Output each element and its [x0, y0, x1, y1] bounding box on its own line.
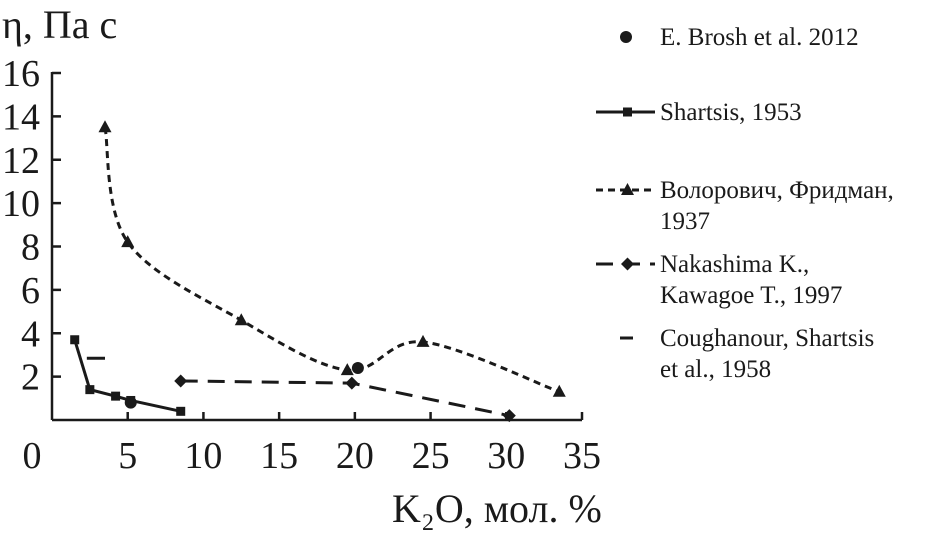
- legend: E. Brosh et al. 2012 Shartsis, 1953 Волоро…: [596, 24, 894, 383]
- y-tick-label: 2: [21, 357, 40, 399]
- series-4-point: [502, 409, 516, 423]
- series-layer: [70, 120, 566, 423]
- series-3-point: [98, 120, 112, 133]
- x-tick-label: 35: [563, 435, 601, 477]
- y-axis-title: η, Па с: [2, 2, 117, 47]
- x-tick-label: 0: [23, 435, 42, 477]
- series-3-point: [552, 384, 566, 397]
- y-tick-label: 14: [2, 96, 40, 138]
- series-2-point: [111, 391, 121, 401]
- x-axis-title: K₂O, мол. %: [392, 486, 602, 531]
- series-4-line: [180, 379, 510, 418]
- y-tick-label: 8: [21, 227, 40, 269]
- legend-item-1-marker: [620, 31, 632, 43]
- x-tick-label: 20: [336, 435, 374, 477]
- x-tick-label: 5: [118, 435, 137, 477]
- series-2-point: [70, 335, 80, 345]
- legend-item-4-marker: [621, 257, 634, 271]
- legend-item-4-label: Nakashima K.,: [660, 251, 809, 278]
- series-2-point: [85, 385, 95, 395]
- series-2-point: [176, 406, 186, 416]
- legend-item-1-label: E. Brosh et al. 2012: [660, 24, 859, 51]
- legend-item-3-label: 1937: [660, 208, 710, 235]
- legend-item-3-marker: [621, 183, 634, 195]
- y-tick-label: 6: [21, 270, 40, 312]
- series-3-point: [340, 363, 354, 376]
- series-3-point: [416, 334, 430, 347]
- y-tick-label: 16: [2, 53, 40, 95]
- legend-item-5-label: Coughanour, Shartsis: [660, 325, 874, 352]
- x-tick-label: 10: [184, 435, 222, 477]
- y-tick-label: 12: [2, 140, 40, 182]
- y-tick-label: 4: [21, 313, 40, 355]
- x-tick-label: 25: [412, 435, 450, 477]
- series-3-line: [103, 126, 560, 394]
- series-2-point: [126, 395, 136, 405]
- legend-item-3-label: Волорович, Фридман,: [660, 177, 894, 204]
- series-1-point: [351, 361, 364, 374]
- x-tick-label: 30: [487, 435, 525, 477]
- legend-item-5-label: et al., 1958: [660, 356, 771, 383]
- y-tick-label: 10: [2, 183, 40, 225]
- series-4-point: [345, 376, 359, 390]
- series-3-point: [234, 313, 248, 326]
- x-tick-label: 15: [260, 435, 298, 477]
- legend-item-2-marker: [623, 107, 632, 117]
- legend-item-2-label: Shartsis, 1953: [660, 99, 802, 126]
- series-4-point: [174, 374, 188, 388]
- legend-item-4-label: Kawagoe T., 1997: [660, 282, 842, 309]
- series-3-point: [121, 235, 135, 248]
